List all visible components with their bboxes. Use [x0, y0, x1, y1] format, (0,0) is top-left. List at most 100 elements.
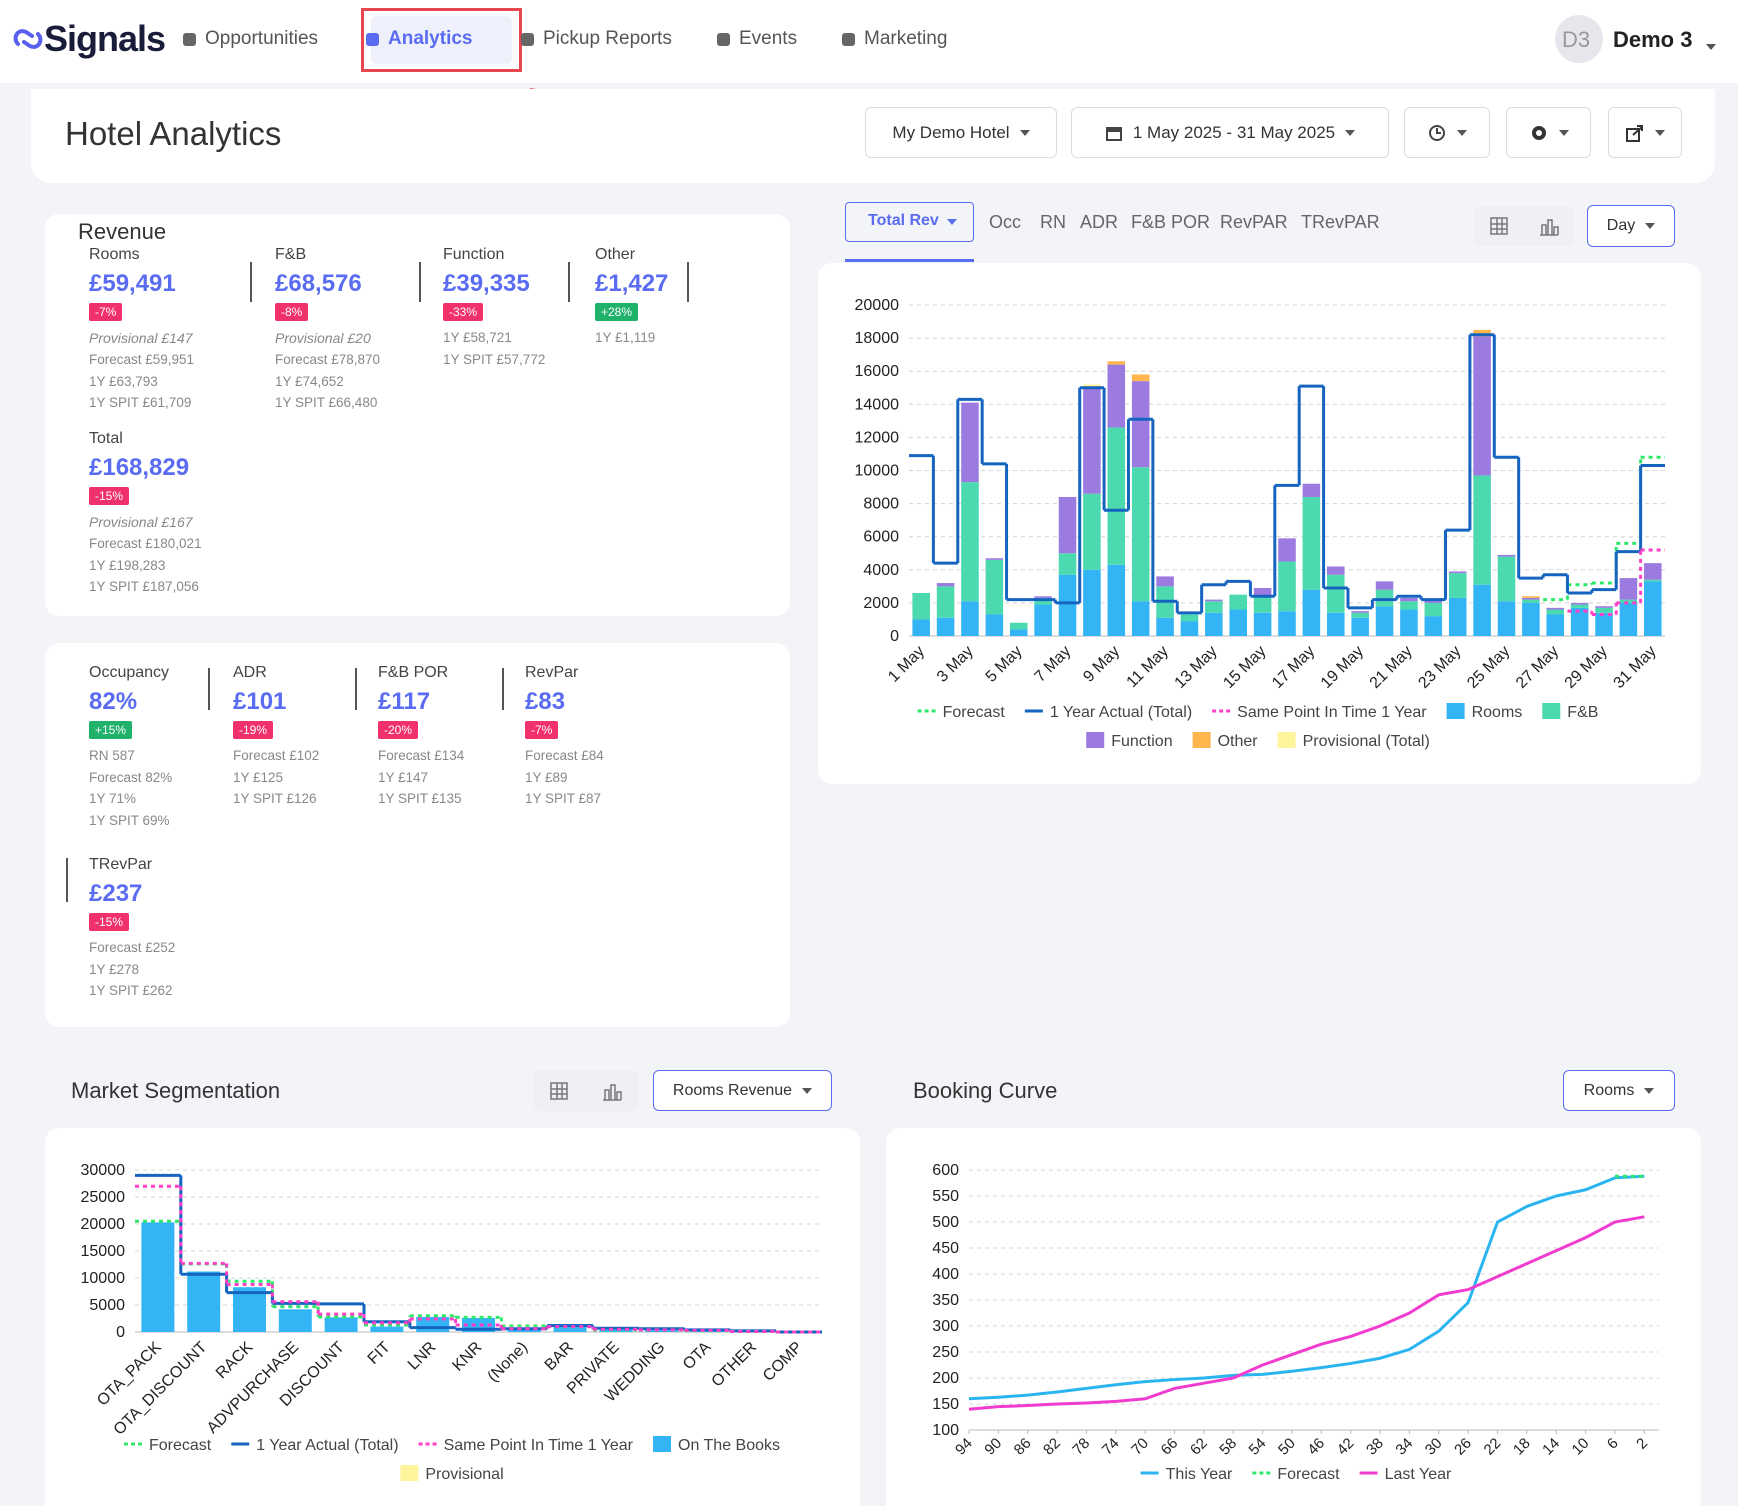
avatar-initials: D3: [1562, 27, 1591, 52]
kpi-label: Total: [89, 430, 123, 447]
legend-label: Forecast: [149, 1437, 212, 1454]
y-tick-label: 2000: [863, 595, 899, 612]
metric-tab[interactable]: ADR: [1080, 212, 1119, 232]
nav-item[interactable]: Marketing: [864, 28, 948, 49]
bar-segment: [1278, 611, 1296, 636]
x-tick-label: 13 May: [1172, 643, 1221, 692]
x-tick-label: 3 May: [934, 643, 977, 686]
x-tick-label: 7 May: [1032, 643, 1075, 686]
bar-segment: [1180, 614, 1199, 622]
x-tick-label: 50: [1275, 1435, 1299, 1459]
booking-measure-select[interactable]: Rooms: [1563, 1070, 1675, 1111]
bar-segment: [912, 592, 930, 620]
kpi-detail: 1Y SPIT £57,772: [443, 351, 546, 367]
settings-button[interactable]: [1506, 107, 1591, 158]
hotel-select[interactable]: My Demo Hotel: [865, 107, 1057, 158]
legend-label: Last Year: [1385, 1466, 1452, 1483]
segmentation-title: Market Segmentation: [71, 1078, 281, 1103]
kpi-label: RevPar: [525, 664, 579, 681]
y-tick-label: 10000: [855, 463, 900, 480]
metric-tab[interactable]: TRevPAR: [1301, 212, 1380, 232]
kpi-detail: 1Y SPIT £187,056: [89, 579, 199, 594]
bar-segment: [985, 559, 1004, 615]
bar-segment: [1522, 597, 1540, 600]
nav-item[interactable]: Analytics: [388, 28, 473, 49]
kpi-provisional: Provisional £147: [89, 330, 193, 346]
bar-icon[interactable]: [1538, 216, 1560, 236]
kpi-label: F&B: [275, 246, 307, 263]
kpi-detail: 1Y SPIT £66,480: [275, 395, 378, 410]
kpi-detail: 1Y SPIT £61,709: [89, 395, 192, 410]
bar-segment: [1131, 381, 1150, 468]
bar-segment: [1570, 607, 1589, 636]
x-tick-label: 2: [1633, 1435, 1651, 1453]
x-tick-label: OTHER: [709, 1339, 761, 1391]
y-tick-label: 400: [932, 1266, 959, 1283]
separator: [502, 668, 504, 710]
x-tick-label: 42: [1334, 1435, 1358, 1459]
x-tick-label: 90: [981, 1435, 1005, 1459]
segmentation-measure: Rooms Revenue: [672, 1081, 793, 1099]
kpi-label: Other: [595, 246, 636, 263]
user-name[interactable]: Demo 3: [1613, 27, 1693, 52]
metric-tab[interactable]: Occ: [989, 212, 1022, 232]
history-button[interactable]: [1404, 107, 1490, 158]
legend-swatch: [1277, 732, 1296, 748]
metric-tab[interactable]: Total Rev: [868, 212, 939, 229]
x-tick-label: (None): [485, 1339, 532, 1386]
metric-tab[interactable]: RN: [1040, 212, 1066, 232]
bar-segment: [1375, 606, 1394, 636]
kpi-change: -33%: [443, 303, 484, 321]
y-tick-label: 18000: [855, 330, 900, 347]
kpi-value: £101: [233, 688, 287, 715]
nav-item[interactable]: Events: [739, 28, 798, 49]
bar-segment: [1083, 493, 1101, 570]
bar-segment: [1131, 467, 1150, 602]
booking-measure: Rooms: [1583, 1081, 1635, 1099]
nav-item[interactable]: Pickup Reports: [543, 28, 672, 49]
kpi-value: £83: [525, 688, 566, 715]
table-icon[interactable]: [549, 1081, 569, 1101]
logo-text[interactable]: Signals: [44, 18, 166, 59]
kpi-label: Occupancy: [89, 664, 170, 681]
x-tick-label: FIT: [365, 1339, 394, 1368]
x-tick-label: 38: [1363, 1435, 1387, 1459]
y-tick-label: 250: [932, 1344, 959, 1361]
kpi-detail: Forecast £78,870: [275, 352, 381, 367]
date-range[interactable]: 1 May 2025 - 31 May 2025: [1071, 107, 1389, 158]
share-button[interactable]: [1608, 107, 1682, 158]
period-select[interactable]: Day: [1587, 205, 1675, 247]
bar-segment: [1180, 621, 1199, 636]
bar-segment: [1058, 553, 1077, 575]
kpi-label: Rooms: [89, 246, 140, 263]
legend-swatch: [1446, 703, 1465, 719]
kpi-value: £68,576: [275, 270, 362, 297]
x-tick-label: 27 May: [1513, 643, 1562, 692]
kpi-detail: 1Y £125: [233, 769, 284, 785]
avatar[interactable]: [1555, 15, 1603, 63]
x-tick-label: 58: [1216, 1435, 1240, 1459]
x-tick-label: 21 May: [1367, 643, 1416, 692]
bar-segment: [1644, 581, 1662, 636]
legend-item: Provisional (Total): [1277, 732, 1430, 750]
legend-item: Function: [1086, 732, 1173, 750]
legend-label: Provisional (Total): [1303, 733, 1430, 750]
tab-box: [845, 202, 974, 242]
nav-item[interactable]: Opportunities: [205, 28, 319, 49]
bar-icon[interactable]: [601, 1081, 623, 1101]
kpi-detail: 1Y 71%: [89, 791, 137, 806]
bar-segment: [1034, 604, 1052, 636]
bar-segment: [1375, 589, 1394, 607]
bar-segment: [1034, 596, 1052, 598]
x-tick-label: 74: [1099, 1435, 1123, 1459]
metric-tab[interactable]: F&B POR: [1131, 212, 1211, 232]
kpi-value: £59,491: [89, 270, 176, 297]
y-tick-label: 500: [932, 1214, 959, 1231]
x-tick-label: 17 May: [1269, 643, 1318, 692]
kpi-detail: 1Y £147: [378, 769, 429, 785]
table-icon[interactable]: [1489, 216, 1509, 236]
segmentation-measure-select[interactable]: Rooms Revenue: [653, 1070, 832, 1111]
x-tick-label: 66: [1158, 1435, 1182, 1459]
metric-tab[interactable]: RevPAR: [1220, 212, 1288, 232]
legend-item: Forecast: [917, 704, 1005, 721]
